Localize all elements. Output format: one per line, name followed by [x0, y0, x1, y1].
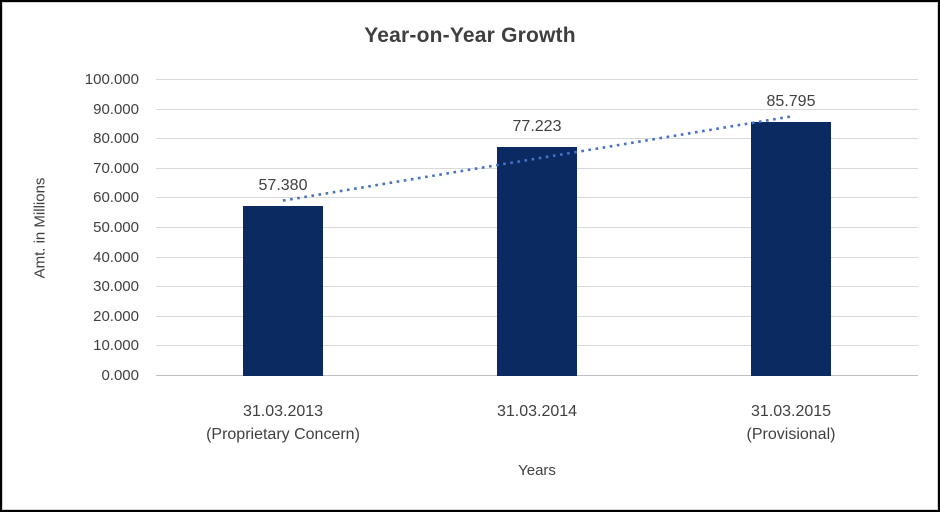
x-category-label: 31.03.2013 (Proprietary Concern) [156, 400, 410, 446]
gridline [156, 79, 918, 80]
y-tick-label: 50.000 [93, 219, 139, 236]
x-category-line2: (Provisional) [746, 426, 836, 443]
y-tick-label: 100.000 [84, 71, 139, 88]
y-tick-label: 10.000 [93, 337, 139, 355]
x-category-line1: 31.03.2013 [242, 403, 324, 420]
x-category-line2: (Proprietary Concern) [206, 426, 360, 443]
y-tick-label: 30.000 [93, 278, 139, 296]
bar-value-label: 85.795 [766, 93, 816, 111]
plot-area: 0.000 10.000 20.000 30.000 40.000 50.000 60.00… [3, 3, 937, 509]
y-tick-label: 0.000 [101, 367, 139, 384]
bar-31.03.2014 [497, 147, 577, 376]
y-tick-label: 80.000 [93, 130, 139, 148]
trendline-layer [282, 115, 792, 202]
y-tick-label: 60.000 [93, 189, 139, 207]
x-axis-title: Years [518, 462, 556, 479]
bar-value-label: 57.380 [258, 177, 308, 195]
x-category-line1: 31.03.2014 [496, 403, 578, 420]
bar-31.03.2013 [243, 206, 323, 376]
y-tick-label: 20.000 [93, 307, 139, 325]
chart-title: Year-on-Year Growth [364, 24, 576, 47]
x-category-label: 31.03.2015 (Provisional) [664, 400, 918, 446]
y-tick-label: 40.000 [93, 248, 139, 266]
gridline [156, 138, 918, 140]
trendline [282, 115, 792, 202]
gridline [156, 108, 918, 110]
y-tick-label: 90.000 [93, 100, 139, 118]
bar-value-label: 77.223 [512, 118, 562, 136]
x-category-label: 31.03.2014 [410, 400, 664, 423]
x-category-line1: 31.03.2015 [750, 403, 832, 420]
bar-31.03.2015 [751, 122, 831, 376]
y-tick-label: 70.000 [93, 159, 139, 177]
